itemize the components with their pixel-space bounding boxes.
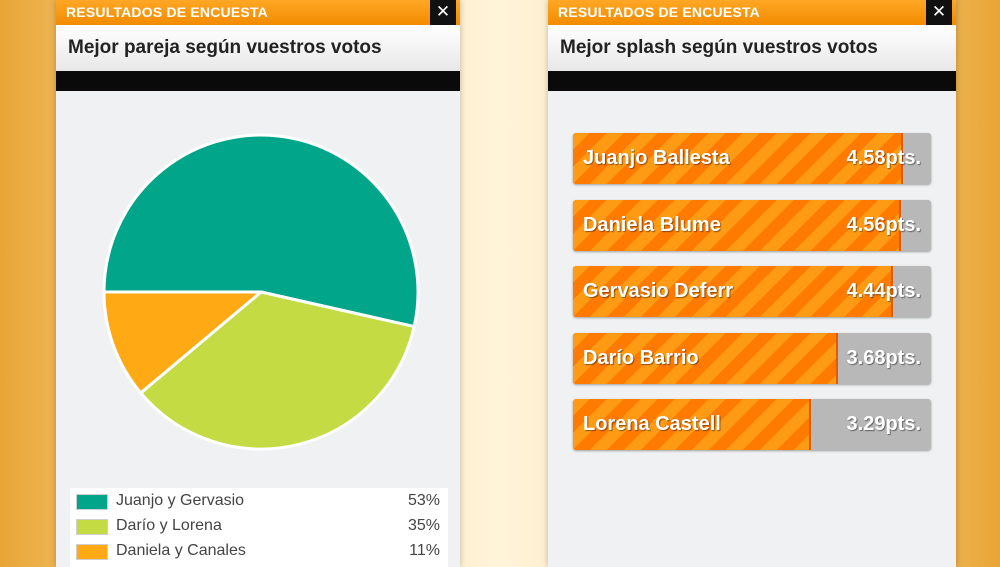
score-bar-fill bbox=[573, 266, 893, 317]
score-bar-fill bbox=[573, 332, 839, 384]
score-bar: Daniela Blume 4.56pts. bbox=[573, 199, 931, 251]
pie-slice bbox=[102, 133, 420, 329]
contestant-score: 4.56pts. bbox=[846, 213, 921, 236]
pie-chart bbox=[102, 133, 420, 451]
close-icon[interactable]: ✕ bbox=[926, 0, 952, 25]
score-bar: Gervasio Deferr 4.44pts. bbox=[573, 266, 931, 317]
poll-heading: Mejor splash según vuestros votos bbox=[548, 25, 956, 71]
close-icon[interactable]: ✕ bbox=[430, 0, 456, 25]
contestant-name: Gervasio Deferr bbox=[583, 280, 734, 302]
contestant-name: Daniela Blume bbox=[583, 213, 721, 236]
legend-item: Juanjo y Gervasio 53% bbox=[70, 488, 448, 513]
legend-item: Darío y Lorena 35% bbox=[70, 513, 448, 538]
contestant-name: Darío Barrio bbox=[583, 346, 699, 369]
legend-swatch bbox=[76, 544, 108, 560]
contestant-name: Lorena Castell bbox=[583, 413, 721, 435]
divider-bar bbox=[56, 71, 460, 91]
contestant-score: 4.58pts. bbox=[846, 147, 921, 169]
legend-label: Daniela y Canales bbox=[116, 542, 246, 559]
score-bar-fill bbox=[573, 133, 903, 184]
legend-percent: 35% bbox=[407, 517, 440, 534]
score-bars: Juanjo Ballesta 4.58pts. Daniela Blume 4… bbox=[573, 133, 931, 466]
poll-results-panel-couples: RESULTADOS DE ENCUESTA ✕ Mejor pareja se… bbox=[56, 0, 460, 567]
score-bar-fill bbox=[573, 199, 902, 251]
contestant-score: 4.44pts. bbox=[846, 280, 921, 302]
score-bar: Darío Barrio 3.68pts. bbox=[573, 332, 931, 384]
legend-label: Juanjo y Gervasio bbox=[116, 492, 245, 509]
contestant-score: 3.68pts. bbox=[846, 346, 921, 369]
pie-slice bbox=[102, 290, 263, 395]
score-bar-fill bbox=[573, 399, 811, 450]
contestant-score: 3.29pts. bbox=[846, 413, 921, 435]
legend-percent: 11% bbox=[409, 542, 440, 559]
legend-percent: 53% bbox=[407, 492, 440, 509]
contestant-name: Juanjo Ballesta bbox=[583, 147, 730, 169]
legend-swatch bbox=[76, 494, 108, 510]
poll-heading: Mejor pareja según vuestros votos bbox=[56, 25, 460, 71]
divider-bar bbox=[548, 71, 956, 91]
score-bar: Lorena Castell 3.29pts. bbox=[573, 399, 931, 450]
panel-title: RESULTADOS DE ENCUESTA bbox=[56, 0, 460, 25]
pie-slice bbox=[139, 290, 416, 451]
legend-label: Darío y Lorena bbox=[116, 517, 222, 534]
legend-swatch bbox=[76, 519, 108, 535]
legend-item: Daniela y Canales 11% bbox=[70, 538, 448, 563]
panel-title: RESULTADOS DE ENCUESTA bbox=[548, 0, 956, 25]
poll-results-panel-splash: RESULTADOS DE ENCUESTA ✕ Mejor splash se… bbox=[548, 0, 956, 567]
score-bar: Juanjo Ballesta 4.58pts. bbox=[573, 133, 931, 184]
pie-legend: Juanjo y Gervasio 53% Darío y Lorena 35%… bbox=[70, 488, 448, 567]
